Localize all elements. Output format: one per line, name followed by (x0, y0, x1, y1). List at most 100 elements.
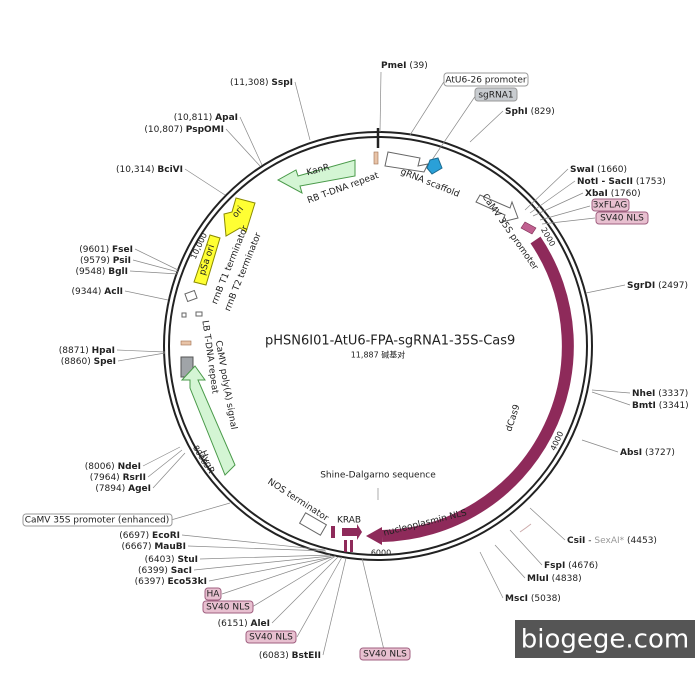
label-part: HpaI (92, 346, 115, 356)
site-label: (6397) Eco53kI (135, 577, 207, 587)
label-part: (7894) (95, 484, 125, 494)
site-label: SwaI (1660) (570, 165, 627, 175)
label-part: SpeI (94, 357, 116, 367)
site-label: (10,314) BciVI (116, 165, 183, 175)
site-label: (6697) EcoRI (119, 531, 180, 541)
feature-label: KRAB (337, 516, 361, 526)
backbone (163, 128, 593, 561)
label-part: AleI (250, 619, 270, 629)
label-part: MluI (527, 574, 549, 584)
label-part: (6403) (145, 555, 175, 565)
site-label: (6083) BstEII (259, 651, 321, 661)
label-part: (10,811) (174, 113, 213, 123)
label-part: EcoRI (152, 531, 180, 541)
label-part: (9579) (80, 256, 110, 266)
site-label: (10,807) PspOMI (144, 125, 224, 135)
watermark: biogege.com (521, 625, 689, 655)
label-part: (9548) (75, 267, 105, 277)
label-part: PspOMI (186, 125, 224, 135)
site-label: (10,811) ApaI (174, 113, 238, 123)
site-label: (6399) SacI (138, 566, 192, 576)
feature-label: HA (207, 590, 221, 600)
label-part: NotI - SacII (577, 177, 633, 187)
label-part: FspI (544, 561, 565, 571)
label-part: MscI (505, 594, 528, 604)
site-label: MluI (4838) (527, 574, 582, 584)
label-part: (3727) (645, 448, 675, 458)
feature-label: sgRNA1 (478, 91, 513, 101)
site-label: XbaI (1760) (585, 189, 641, 199)
label-part: BmtI (632, 401, 656, 411)
label-part: NdeI (118, 462, 141, 472)
site-label: NotI - SacII (1753) (577, 177, 666, 187)
feature-label: NOS terminator (266, 477, 331, 524)
site-label: (9579) PsiI (80, 256, 131, 266)
label-part: (6399) (138, 566, 168, 576)
map-size: 11,887 碱基对 (351, 350, 406, 360)
ruler-label: 6000 (371, 549, 391, 558)
label-part: (2497) (658, 281, 688, 291)
label-part: (1660) (597, 165, 627, 175)
label-part: (3337) (658, 389, 688, 399)
label-part: - (588, 536, 591, 546)
label-part: AgeI (128, 484, 151, 494)
label-part: (11,308) (230, 78, 269, 88)
label-part: (8860) (61, 357, 91, 367)
label-part: SwaI (570, 165, 594, 175)
label-part: PmeI (381, 61, 406, 71)
site-label: (8860) SpeI (61, 357, 116, 367)
site-label: NheI (3337) (632, 389, 688, 399)
label-part: MauBI (154, 542, 186, 552)
label-part: RsrII (123, 473, 146, 483)
site-label: SgrDI (2497) (627, 281, 688, 291)
label-part: (6667) (122, 542, 152, 552)
feature-label: SV40 NLS (206, 603, 250, 613)
label-part: StuI (177, 555, 198, 565)
site-label: SphI (829) (505, 107, 555, 117)
site-label: (8871) HpaI (59, 346, 115, 356)
label-part: (4453) (627, 536, 657, 546)
label-part: (7964) (90, 473, 120, 483)
features (180, 151, 574, 552)
label-part: AbsI (620, 448, 642, 458)
site-label: (7964) RsrII (90, 473, 146, 483)
site-label: FspI (4676) (544, 561, 598, 571)
label-part: XbaI (585, 189, 608, 199)
label-part: (5038) (531, 594, 561, 604)
label-part: (8871) (59, 346, 89, 356)
label-part: (10,314) (116, 165, 155, 175)
label-part: (39) (409, 61, 427, 71)
map-title: pHSN6I01-AtU6-FPA-sgRNA1-35S-Cas9 (265, 334, 515, 349)
site-label: (8006) NdeI (85, 462, 141, 472)
label-part: SphI (505, 107, 528, 117)
label-part: (10,807) (144, 125, 183, 135)
feature-label: AtU6-26 promoter (445, 76, 526, 86)
label-part: (6697) (119, 531, 149, 541)
label-part: Eco53kI (167, 577, 207, 587)
site-label: (6403) StuI (145, 555, 198, 565)
label-part: AclI (104, 287, 123, 297)
feature-label: 3xFLAG (593, 201, 627, 211)
label-part: (9344) (71, 287, 101, 297)
label-part: (6083) (259, 651, 289, 661)
leader-lines (116, 71, 631, 656)
feature-label: SV40 NLS (600, 214, 644, 224)
label-part: (1753) (636, 177, 666, 187)
site-label: (9601) FseI (79, 245, 133, 255)
site-label: PmeI (39) (381, 61, 428, 71)
label-part: NheI (632, 389, 655, 399)
label-part: (829) (531, 107, 555, 117)
site-label: (11,308) SspI (230, 78, 293, 88)
label-part: BciVI (157, 165, 183, 175)
label-part: (4676) (568, 561, 598, 571)
watermark-box (515, 620, 695, 658)
label-part: (4838) (552, 574, 582, 584)
label-part: (9601) (79, 245, 109, 255)
site-label: BmtI (3341) (632, 401, 689, 411)
site-label: (9548) BglI (75, 267, 128, 277)
label-part: SacI (171, 566, 192, 576)
label-part: (1760) (611, 189, 641, 199)
label-part: SgrDI (627, 281, 655, 291)
label-part: BstEII (292, 651, 321, 661)
